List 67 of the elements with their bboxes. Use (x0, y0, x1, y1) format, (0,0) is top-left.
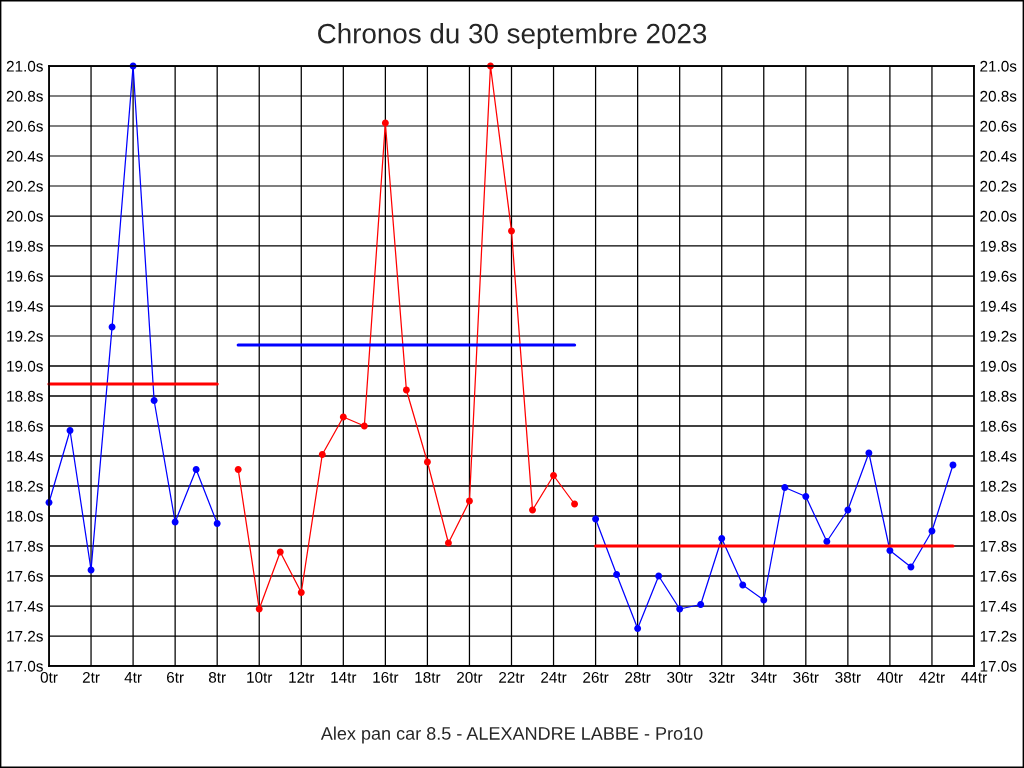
y2-tick-label: 20.0s (980, 210, 1017, 222)
y-tick-label: 17.8s (7, 540, 43, 552)
y-tick-label: 19.8s (7, 240, 43, 252)
y-tick-label: 19.2s (7, 330, 43, 342)
y-tick-label: 20.6s (6, 120, 43, 132)
x-tick-label: 34tr (751, 671, 777, 683)
x-tick-label: 14tr (331, 672, 357, 683)
y2-tick-label: 19.8s (980, 240, 1017, 252)
x-tick-label: 40tr (877, 671, 903, 683)
y-tick-label: 19.6s (7, 270, 43, 282)
y2-tick-label: 21.0s (980, 60, 1017, 72)
y2-tick-label: 18.4s (980, 450, 1017, 462)
y-tick-label: 18.8s (7, 390, 43, 402)
x-tick-label: 0tr (40, 671, 58, 683)
y2-tick-label: 17.0s (980, 660, 1017, 672)
y-tick-label: 18.0s (7, 510, 43, 522)
x-tick-label: 10tr (247, 671, 273, 683)
y2-tick-label: 20.6s (980, 120, 1017, 132)
x-tick-label: 44tr (961, 672, 987, 683)
y-tick-label: 19.4s (7, 300, 43, 312)
y2-tick-label: 18.6s (980, 420, 1017, 432)
chart-title: Chronos du 30 septembre 2023 (318, 23, 707, 49)
x-tick-label: 2tr (82, 671, 100, 683)
x-tick-label: 30tr (667, 671, 693, 683)
y2-tick-label: 19.6s (980, 270, 1017, 282)
y2-tick-label: 17.8s (980, 540, 1017, 552)
y2-tick-label: 18.0s (980, 510, 1017, 522)
x-tick-label: 8tr (208, 671, 226, 683)
y-tick-label: 20.0s (6, 210, 43, 222)
y-tick-label: 19.0s (7, 360, 43, 372)
y2-tick-label: 18.8s (980, 390, 1017, 402)
text: Alex pan car 8.5 - ALEXANDRE LABBE - Pro10 (320, 726, 703, 744)
x-tick-label: 32tr (709, 671, 735, 683)
y-tick-label: 17.4s (7, 601, 43, 612)
x-tick-label: 28tr (625, 671, 651, 683)
y2-tick-label: 20.4s (980, 150, 1017, 162)
y2-tick-label: 17.6s (980, 570, 1017, 582)
y2-tick-label: 19.4s (980, 300, 1017, 312)
x-tick-label: 4tr (124, 672, 142, 683)
y2-tick-label: 20.2s (980, 180, 1017, 192)
y-tick-label: 20.8s (6, 90, 43, 102)
y2-tick-label: 19.2s (980, 330, 1017, 342)
x-tick-label: 24tr (541, 671, 567, 683)
y-tick-label: 18.2s (7, 480, 43, 492)
x-tick-label: 22tr (499, 671, 525, 683)
x-tick-label: 26tr (583, 671, 609, 683)
x-tick-label: 12tr (289, 671, 315, 683)
x-tick-label: 18tr (415, 671, 441, 683)
y-tick-label: 20.2s (6, 180, 43, 192)
y2-tick-label: 18.2s (980, 480, 1017, 492)
x-tick-label: 6tr (167, 671, 184, 683)
y-tick-label: 21.0s (6, 60, 43, 72)
y2-tick-label: 19.0s (980, 360, 1017, 372)
y-tick-label: 20.4s (6, 150, 43, 162)
y-tick-label: 18.4s (7, 450, 43, 462)
y-tick-label: 17.2s (7, 630, 43, 642)
y2-tick-label: 17.4s (980, 601, 1017, 612)
y-tick-label: 17.6s (7, 570, 43, 582)
x-tick-label: 38tr (835, 671, 861, 683)
y2-tick-label: 20.8s (980, 90, 1017, 102)
y-tick-label: 18.6s (7, 420, 43, 432)
x-tick-label: 16tr (373, 671, 399, 683)
x-tick-label: 20tr (457, 671, 483, 683)
x-tick-label: 42tr (919, 671, 945, 683)
y2-tick-label: 17.2s (980, 630, 1017, 642)
y-tick-label: 17.0s (7, 660, 43, 672)
x-tick-label: 36tr (793, 671, 819, 683)
